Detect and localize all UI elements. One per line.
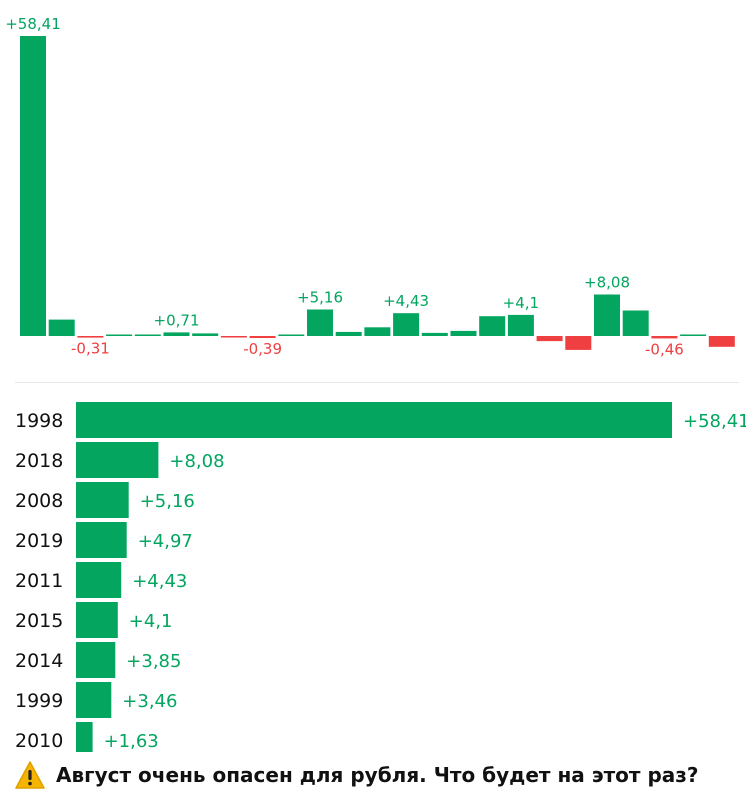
top-bar [278, 334, 305, 336]
top-bar [565, 336, 592, 350]
top-bar [163, 332, 190, 336]
ranking-bar [76, 562, 122, 598]
top-bar-label: +0,71 [154, 311, 200, 329]
top-bar-label: +4,43 [383, 292, 429, 310]
ranking-value-label: +5,16 [140, 491, 195, 512]
category-label: 2018 [15, 450, 63, 472]
top-bar [77, 336, 104, 338]
ranking-value-label: +1,63 [104, 731, 159, 752]
top-bar [507, 314, 534, 336]
top-bar [421, 332, 448, 336]
top-bar [651, 336, 678, 339]
ranking-bar [76, 522, 127, 558]
top-bar [393, 313, 420, 336]
top-bar-label: -0,39 [243, 340, 282, 358]
category-label: 1998 [15, 410, 63, 432]
top-bar [364, 327, 391, 336]
category-label: 2015 [15, 610, 63, 632]
ranking-value-label: +58,41 [683, 411, 746, 432]
ranking-bar [76, 442, 159, 478]
top-bar [536, 336, 563, 342]
ranking-value-label: +4,97 [138, 531, 193, 552]
ranking-bar [76, 642, 116, 678]
ranking-bar [76, 482, 129, 518]
caption: Август очень опасен для рубля. Что будет… [14, 757, 740, 793]
category-label: 1999 [15, 690, 63, 712]
top-bar-label: +4,1 [503, 294, 539, 312]
category-label: 2014 [15, 650, 63, 672]
top-bar [622, 310, 649, 336]
top-bar [479, 316, 506, 336]
category-label: 2008 [15, 490, 63, 512]
ranking-value-label: +8,08 [169, 451, 224, 472]
top-bar [708, 336, 735, 347]
ranking-bar [76, 402, 672, 438]
top-bar [307, 309, 333, 336]
top-bar [594, 294, 620, 336]
caption-text: Август очень опасен для рубля. Что будет… [56, 763, 699, 787]
top-bar-chart: +58,41 -0,31 +0,71 -0,39 +5,16 +4,43 +4,1 +8,08… [5, 15, 735, 358]
ranking-value-label: +3,46 [122, 691, 177, 712]
ranking-bar-chart: 1998 +58,41 2018 +8,08 2008 +5,16 2019 +4,97 201… [15, 402, 746, 752]
top-bar-label: -0,46 [645, 340, 684, 358]
top-bar-label: +8,08 [584, 274, 630, 292]
category-label: 2019 [15, 530, 63, 552]
top-bar [48, 319, 75, 336]
top-bar [20, 36, 46, 336]
ranking-bar [76, 722, 93, 752]
top-bar [192, 333, 219, 336]
top-bar [680, 334, 707, 336]
ranking-value-label: +4,1 [129, 611, 173, 632]
ranking-bar [76, 682, 112, 718]
ranking-value-label: +3,85 [126, 651, 181, 672]
top-bar [249, 336, 276, 338]
top-bar-label: +5,16 [297, 289, 343, 307]
top-bar [134, 334, 161, 336]
top-bar-label: +58,41 [5, 15, 61, 33]
top-bar [220, 336, 247, 338]
top-bar [450, 330, 477, 336]
ranking-value-label: +4,43 [132, 571, 187, 592]
top-bar [106, 334, 133, 336]
top-bar [335, 331, 362, 336]
warning-icon [15, 761, 45, 789]
category-label: 2011 [15, 570, 63, 592]
ranking-bar [76, 602, 118, 638]
chart-divider [15, 382, 739, 383]
top-bar-label: -0,31 [71, 340, 110, 358]
category-label: 2010 [15, 730, 63, 752]
